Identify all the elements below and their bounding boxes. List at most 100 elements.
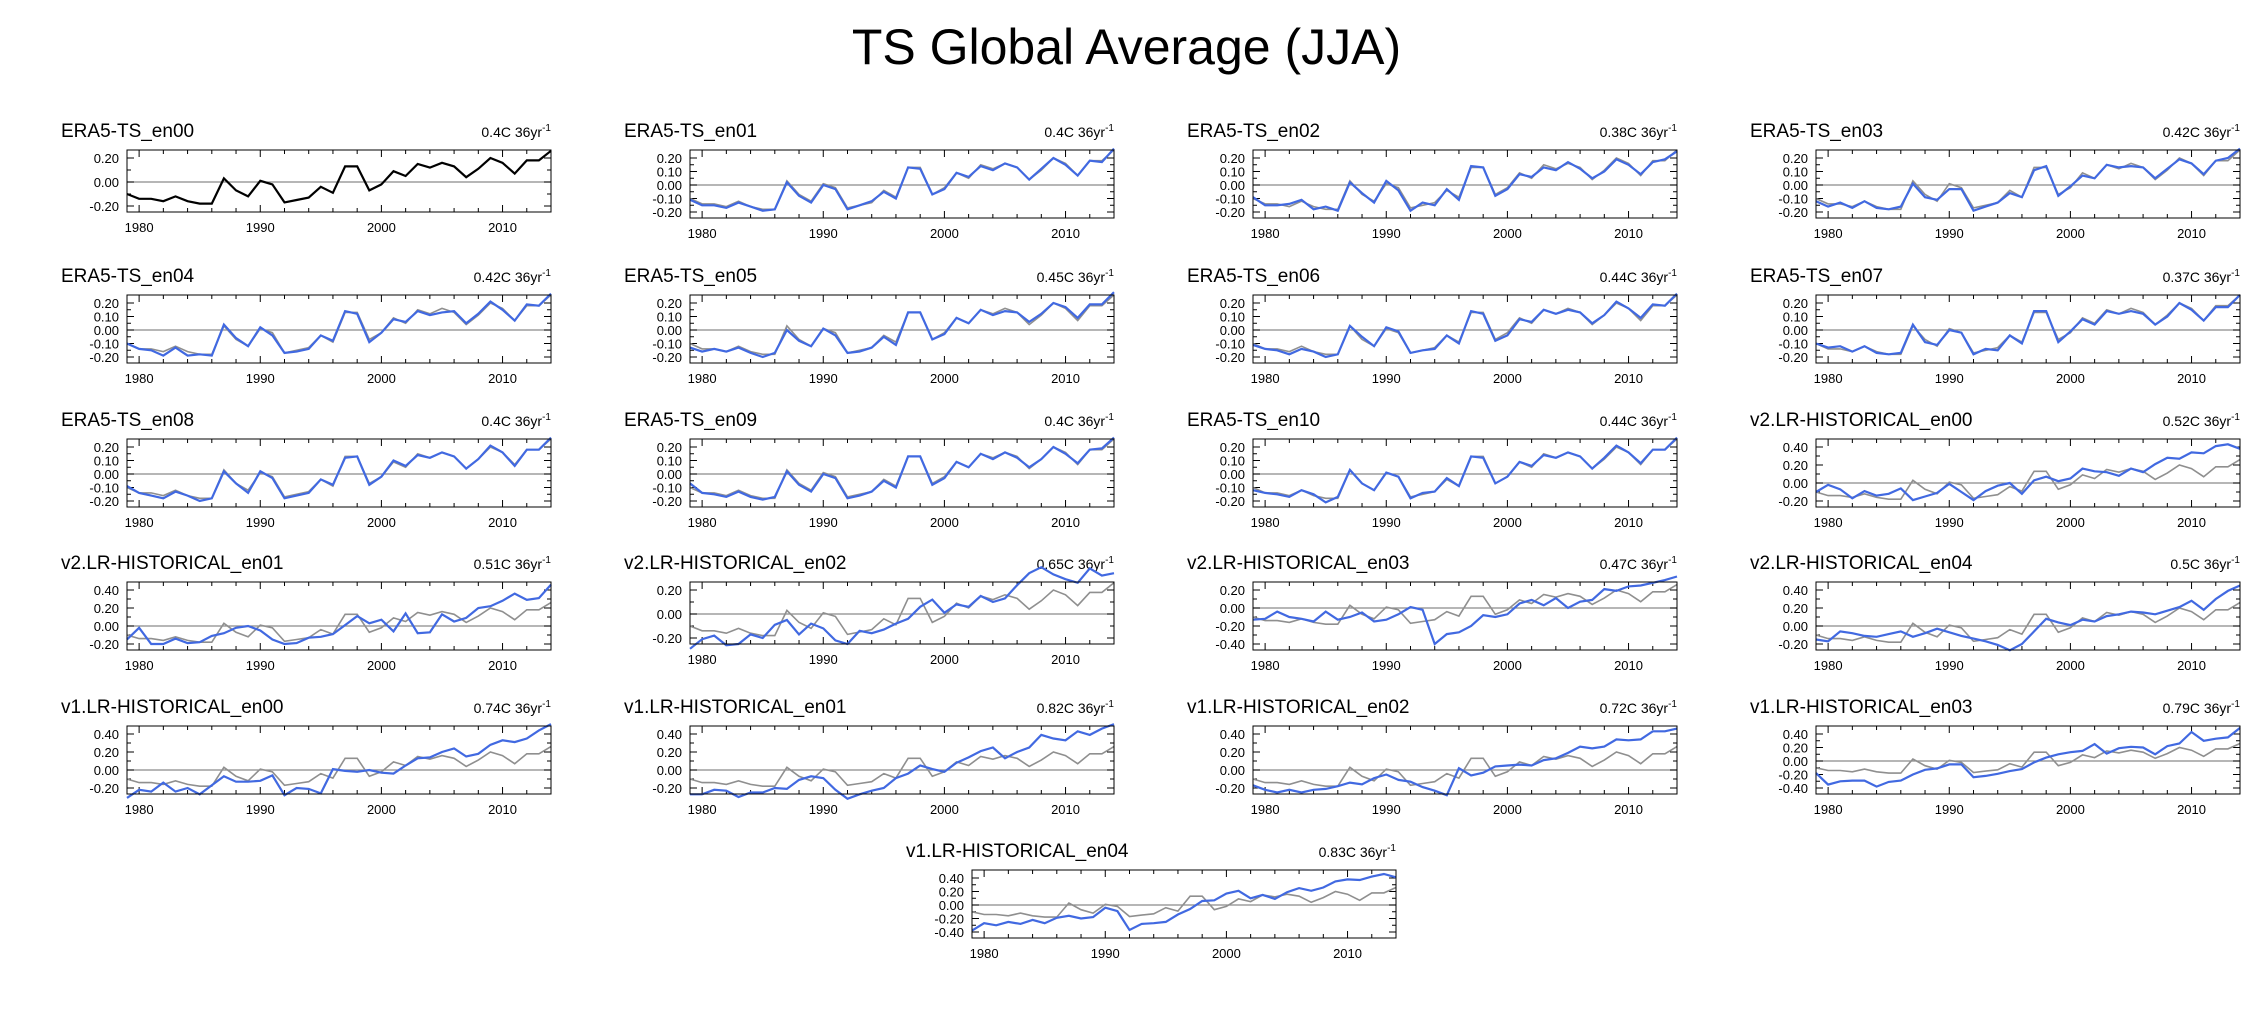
y-tick-label: -0.40 [1215,637,1245,652]
panel-v2.LR-HISTORICAL_en01: v2.LR-HISTORICAL_en01 0.51C 36yr-1 0.40 0.2… [61,553,552,673]
y-tick-label: 0.20 [657,583,682,598]
y-tick-label: -0.10 [89,337,119,352]
x-tick-label: 2000 [367,802,396,817]
x-tick-label: 2000 [2056,802,2085,817]
panel-trend-label: 0.42C 36yr-1 [474,268,552,285]
panel-title: v1.LR-HISTORICAL_en01 [624,697,846,718]
y-tick-label: -0.20 [1778,768,1808,783]
y-tick-label: -0.20 [89,199,119,214]
plot-frame [689,294,1115,364]
x-tick-label: 2010 [488,658,517,673]
y-tick-label: -0.20 [1778,637,1808,652]
x-tick-label: 1990 [809,652,838,667]
x-tick-label: 1980 [1814,802,1843,817]
trend-exponent: -1 [542,555,551,566]
x-tick-label: 2010 [1614,371,1643,386]
series-line-ensemble [1252,575,1678,646]
panel-ERA5-TS_en06: ERA5-TS_en06 0.44C 36yr-1 0.200.100.00-0.1… [1187,266,1678,386]
x-tick-label: 2010 [1614,802,1643,817]
panel-title: ERA5-TS_en07 [1750,266,1883,287]
plot-frame [689,149,1115,219]
series-line-observation [1252,583,1678,626]
x-tick-label: 2000 [1493,515,1522,530]
x-tick-label: 1980 [1814,515,1843,530]
panel-title: ERA5-TS_en04 [61,266,195,287]
series-line-ensemble [1252,150,1678,213]
trend-exponent: -1 [2231,123,2240,134]
series-line-observation [689,294,1115,356]
series-line-ensemble [1815,147,2241,213]
x-tick-label: 1990 [246,515,275,530]
series-line-ensemble [126,723,552,799]
y-tick-label: -0.20 [652,631,682,646]
series-line-ensemble [126,292,552,357]
x-tick-label: 1980 [688,371,717,386]
x-tick-label: 1980 [125,658,154,673]
x-tick-label: 2000 [1212,946,1241,961]
y-tick-label: 0.00 [1783,619,1808,634]
y-tick-label: 0.10 [94,310,119,325]
y-tick-label: 0.20 [1783,601,1808,616]
panel-trend-label: 0.4C 36yr-1 [481,412,551,429]
trend-exponent: -1 [1105,555,1114,566]
x-tick-label: 1990 [1372,802,1401,817]
x-tick-label: 1980 [688,226,717,241]
x-tick-label: 2010 [2177,371,2206,386]
trend-exponent: -1 [2231,699,2240,710]
y-tick-label: 0.20 [1220,296,1245,311]
y-tick-label: -0.20 [1215,781,1245,796]
panel-trend-label: 0.44C 36yr-1 [1600,412,1678,429]
y-tick-label: 0.10 [657,454,682,469]
x-tick-label: 1990 [1372,515,1401,530]
trend-exponent: -1 [2231,555,2240,566]
trend-exponent: -1 [1105,699,1114,710]
x-tick-label: 1990 [1935,371,1964,386]
x-tick-label: 1980 [970,946,999,961]
y-tick-label: 0.00 [94,323,119,338]
panel-title: ERA5-TS_en05 [624,266,757,287]
series-line-ensemble [971,872,1397,932]
x-tick-label: 1990 [809,515,838,530]
y-tick-label: 0.00 [1783,476,1808,491]
panel-title: ERA5-TS_en09 [624,410,757,431]
panel-trend-label: 0.42C 36yr-1 [2163,123,2241,140]
panel-trend-label: 0.4C 36yr-1 [1044,123,1114,140]
y-tick-label: 0.20 [939,885,964,900]
x-tick-label: 2010 [488,515,517,530]
panel-title: v2.LR-HISTORICAL_en03 [1187,553,1409,574]
y-tick-label: 0.00 [94,175,119,190]
x-tick-label: 1990 [1935,515,1964,530]
x-tick-label: 1980 [688,515,717,530]
y-tick-label: 0.40 [1783,727,1808,742]
series-line-observation [689,745,1115,788]
x-tick-label: 2010 [1051,652,1080,667]
x-tick-label: 1990 [1935,658,1964,673]
panel-ERA5-TS_en05: ERA5-TS_en05 0.45C 36yr-1 0.200.100.00-0.1… [624,266,1115,386]
plot-frame [971,869,1397,939]
y-tick-label: 0.00 [1783,323,1808,338]
panel-trend-label: 0.47C 36yr-1 [1600,555,1678,572]
y-tick-label: 0.20 [657,745,682,760]
series-line-ensemble [1252,727,1678,797]
x-tick-label: 2000 [930,652,959,667]
series-line-observation [1252,745,1678,788]
panel-trend-label: 0.82C 36yr-1 [1037,699,1115,716]
series-line-ensemble [1815,584,2241,652]
x-tick-label: 2010 [1614,226,1643,241]
y-tick-label: 0.20 [1220,151,1245,166]
panel-ERA5-TS_en02: ERA5-TS_en02 0.38C 36yr-1 0.200.100.00-0.1… [1187,121,1678,241]
y-tick-label: -0.20 [1778,205,1808,220]
panel-trend-label: 0.72C 36yr-1 [1600,699,1678,716]
y-tick-label: 0.40 [94,583,119,598]
panel-v2.LR-HISTORICAL_en00: v2.LR-HISTORICAL_en00 0.52C 36yr-1 0.40 0.2… [1750,410,2241,530]
y-tick-label: -0.20 [1215,619,1245,634]
x-tick-label: 1980 [1814,371,1843,386]
panel-title: v2.LR-HISTORICAL_en00 [1750,410,1972,431]
x-tick-label: 2000 [367,658,396,673]
y-tick-label: -0.20 [1215,494,1245,509]
panel-title: v2.LR-HISTORICAL_en02 [624,553,846,574]
y-tick-label: 0.40 [1783,583,1808,598]
panel-ERA5-TS_en04: ERA5-TS_en04 0.42C 36yr-1 0.200.100.00-0.1… [61,266,552,386]
y-tick-label: 0.00 [657,178,682,193]
panel-trend-label: 0.4C 36yr-1 [1044,412,1114,429]
